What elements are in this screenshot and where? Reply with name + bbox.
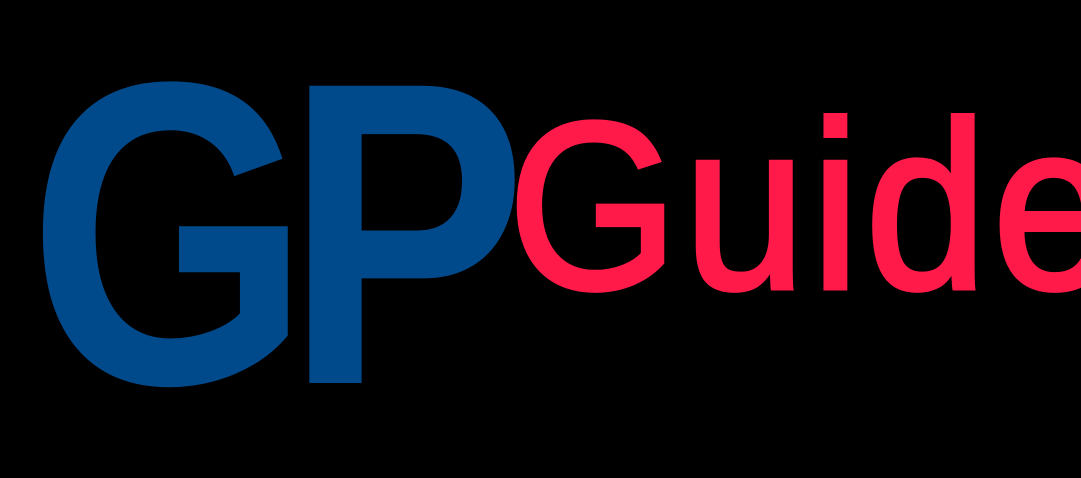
logo-mark-text: GP xyxy=(28,0,527,475)
logo-word-text: Guide xyxy=(506,74,1081,339)
